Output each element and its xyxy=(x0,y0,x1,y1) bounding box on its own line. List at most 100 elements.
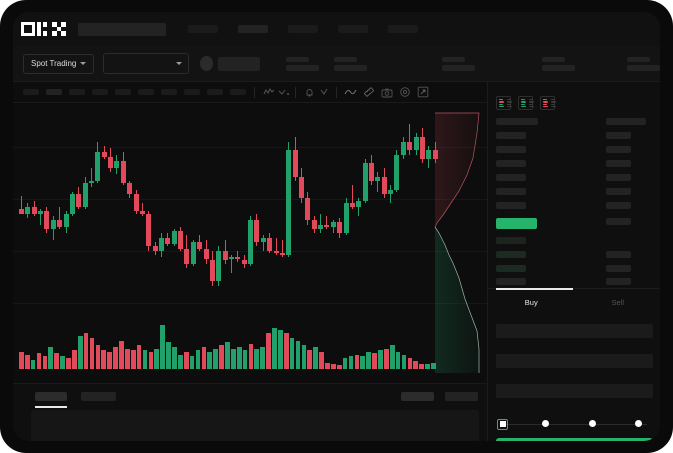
orderbook-mode-both[interactable] xyxy=(496,96,512,110)
candle-body xyxy=(209,259,215,282)
orderbook-ask-row[interactable] xyxy=(496,202,526,209)
bottom-chip-1[interactable] xyxy=(401,392,434,401)
submit-order-button[interactable] xyxy=(496,438,653,441)
slider-handle[interactable] xyxy=(497,418,508,430)
spot-trading-label: Spot Trading xyxy=(31,59,77,68)
timeframe-3[interactable] xyxy=(69,89,85,95)
volume-bar xyxy=(60,355,65,369)
candle xyxy=(292,111,298,301)
orderbook-ask-row[interactable] xyxy=(496,160,526,167)
candle-wick xyxy=(409,124,411,155)
orderbook-ask-row[interactable] xyxy=(496,188,526,195)
nav-item-3[interactable] xyxy=(288,25,318,33)
stat-value xyxy=(542,64,575,71)
timeframe-4[interactable] xyxy=(92,89,108,95)
candle xyxy=(146,111,152,301)
candle-body xyxy=(388,189,394,194)
spot-trading-dropdown[interactable]: Spot Trading xyxy=(23,53,95,74)
nav-item-4[interactable] xyxy=(338,25,368,33)
volume-bar xyxy=(195,350,201,369)
timeframe-6[interactable] xyxy=(138,89,154,95)
stat-value xyxy=(286,64,319,71)
volume-bar xyxy=(307,350,313,369)
volume-bar xyxy=(154,348,160,369)
order-field-price[interactable] xyxy=(496,324,653,338)
ruler-icon[interactable] xyxy=(362,86,375,99)
nav-item-2[interactable] xyxy=(238,25,268,33)
orderbook-ask-amount xyxy=(606,160,631,167)
volume-bar xyxy=(389,345,395,369)
line-tool-icon[interactable] xyxy=(344,86,357,99)
candle-body xyxy=(369,163,374,181)
timeframe-2[interactable] xyxy=(46,89,62,95)
bottom-tab-open-orders[interactable] xyxy=(35,392,67,401)
tab-buy[interactable]: Buy xyxy=(524,297,538,307)
orderbook-bid-row[interactable] xyxy=(496,265,526,272)
candle-wick xyxy=(390,185,392,203)
orderbook-bid-row[interactable] xyxy=(496,278,526,285)
orderbook-bid-row[interactable] xyxy=(496,237,526,244)
orderbook-mode-asks[interactable] xyxy=(540,96,556,110)
volume-bar xyxy=(119,340,124,369)
volume-bar xyxy=(336,365,342,369)
amount-percentage-slider[interactable] xyxy=(496,418,653,430)
timeframe-1[interactable] xyxy=(23,89,39,95)
candle xyxy=(324,111,330,301)
candle-body xyxy=(197,242,203,249)
timeframe-5[interactable] xyxy=(115,89,131,95)
pair-select-dropdown[interactable] xyxy=(103,53,190,74)
bottom-chip-2[interactable] xyxy=(445,392,478,401)
chart-type-icon[interactable] xyxy=(318,86,331,99)
slider-step-3[interactable] xyxy=(589,420,596,427)
volume-bar xyxy=(189,356,195,369)
toolbar-divider xyxy=(295,86,296,98)
stat-value xyxy=(442,64,475,71)
volume-bar xyxy=(30,359,36,369)
okx-logo-icon[interactable] xyxy=(21,22,66,37)
volume-bar xyxy=(395,351,401,369)
settings-icon[interactable] xyxy=(398,86,411,99)
camera-icon[interactable] xyxy=(380,86,393,99)
nav-item-5[interactable] xyxy=(388,25,418,33)
volume-bar xyxy=(289,337,295,369)
bottom-tab-order-history[interactable] xyxy=(81,392,116,401)
search-input[interactable] xyxy=(78,22,166,36)
candle xyxy=(209,111,215,301)
orderbook-ask-row[interactable] xyxy=(496,146,526,153)
order-field-amount[interactable] xyxy=(496,354,653,368)
volume-bar xyxy=(331,364,336,369)
candle-wick xyxy=(91,167,92,188)
buy-sell-tab-bar: Buy Sell xyxy=(488,290,660,314)
stat-label xyxy=(627,56,650,62)
order-field-total[interactable] xyxy=(496,384,653,398)
alert-icon[interactable] xyxy=(303,86,316,99)
orderbook-mode-bids[interactable] xyxy=(518,96,534,110)
volume-bar xyxy=(407,358,413,369)
candle xyxy=(133,111,139,301)
orderbook-bid-row[interactable] xyxy=(496,251,526,258)
candle xyxy=(178,111,184,301)
fullscreen-icon[interactable] xyxy=(416,86,429,99)
candle xyxy=(426,111,432,301)
candle-wick xyxy=(332,220,334,234)
orderbook-ask-row[interactable] xyxy=(496,132,526,139)
timeframe-8[interactable] xyxy=(184,89,200,95)
volume-bar xyxy=(77,336,83,369)
chart-toolbar xyxy=(13,82,487,103)
timeframe-7[interactable] xyxy=(161,89,177,95)
candle xyxy=(184,111,190,301)
slider-step-2[interactable] xyxy=(542,420,549,427)
orderbook-ask-row[interactable] xyxy=(496,174,526,181)
candle-body xyxy=(171,231,177,245)
chevron-down-icon xyxy=(80,62,87,65)
app-screen: Spot Trading xyxy=(13,12,660,441)
nav-item-1[interactable] xyxy=(188,25,218,33)
slider-step-4[interactable] xyxy=(635,420,642,427)
price-chart[interactable] xyxy=(13,103,487,383)
tab-sell[interactable]: Sell xyxy=(611,297,624,307)
timeframe-10[interactable] xyxy=(230,89,246,95)
timeframe-9[interactable] xyxy=(207,89,223,95)
candle-wick xyxy=(320,213,322,234)
compare-icon[interactable] xyxy=(277,86,290,99)
indicator-icon[interactable] xyxy=(262,86,275,99)
